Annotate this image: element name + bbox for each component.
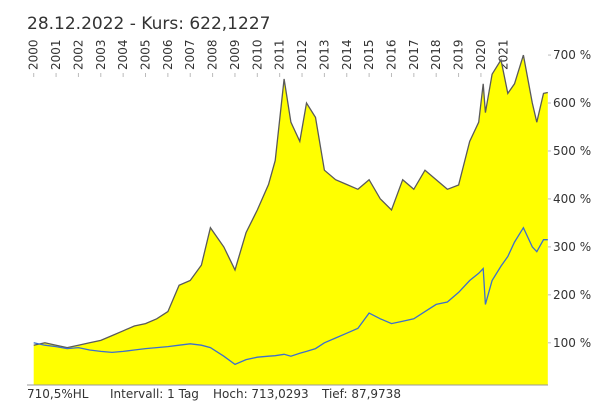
x-tick-label: 2004 (116, 39, 130, 70)
y-tick-label: 400 % (553, 192, 591, 206)
x-tick-label: 2007 (183, 39, 197, 70)
area (33, 55, 548, 385)
y-tick-label: 600 % (553, 96, 591, 110)
x-tick-label: 2014 (340, 39, 354, 70)
x-tick-label: 2001 (49, 39, 63, 70)
x-tick-label: 2020 (474, 39, 488, 70)
footer-high: Hoch: 713,0293 (213, 387, 309, 401)
x-tick-label: 2006 (161, 39, 175, 70)
x-tick-label: 2013 (317, 39, 331, 70)
x-tick-label: 2003 (94, 39, 108, 70)
x-tick-label: 2000 (27, 39, 41, 70)
x-tick-label: 2019 (452, 39, 466, 70)
line (33, 226, 548, 366)
x-tick-label: 2017 (407, 39, 421, 70)
x-tick-label: 2015 (362, 39, 376, 70)
footer-interval: Intervall: 1 Tag (110, 387, 199, 401)
x-tick-label: 2009 (228, 39, 242, 70)
y-tick-label: 300 % (553, 240, 591, 254)
y-tick-label: 100 % (553, 336, 591, 350)
x-tick-label: 2011 (273, 39, 287, 70)
y-tick-label: 700 % (553, 48, 591, 62)
x-tick-label: 2008 (206, 39, 220, 70)
x-tick-label: 2012 (295, 39, 309, 70)
footer-low: Tief: 87,9738 (321, 387, 401, 401)
y-tick-label: 200 % (553, 288, 591, 302)
x-tick-label: 2018 (429, 39, 443, 70)
x-tick-label: 2005 (139, 39, 153, 70)
chart-title: 28.12.2022 - Kurs: 622,1227 (27, 14, 270, 34)
line (33, 54, 548, 349)
x-tick-label: 2016 (384, 39, 398, 70)
x-tick-label: 2002 (71, 39, 85, 70)
x-tick-label: 2010 (250, 39, 264, 70)
y-tick-label: 500 % (553, 144, 591, 158)
footer-range: 710,5%HL (27, 387, 89, 401)
